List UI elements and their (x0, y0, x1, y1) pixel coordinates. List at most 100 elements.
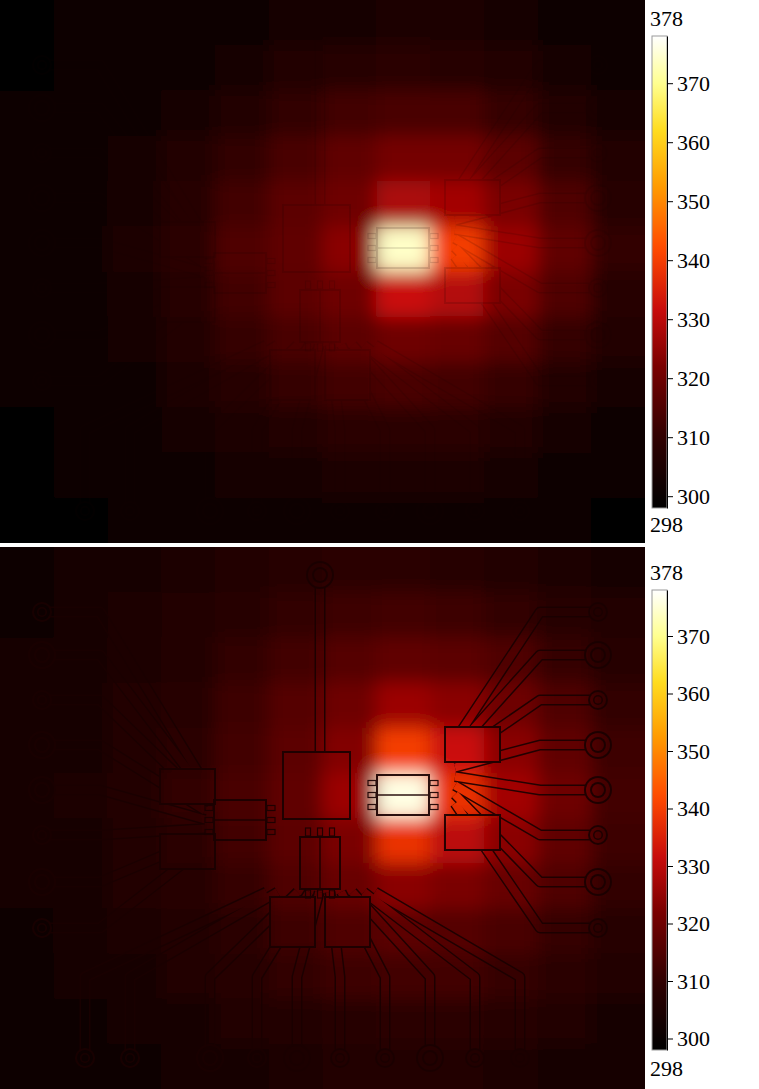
pcb-layout (0, 0, 645, 543)
chip-lead (330, 890, 335, 898)
colorbar-tick-mark (667, 866, 673, 867)
colorbar-tick-mark (667, 142, 673, 143)
colorbar-tick-label: 300 (677, 1026, 710, 1051)
colorbar-tick-mark (667, 496, 673, 497)
plot-area (0, 547, 645, 1089)
chip-body (377, 775, 429, 815)
chip-lead (306, 890, 311, 898)
colorbar-tick: 350 (667, 739, 710, 764)
pcb-traces (0, 0, 645, 543)
colorbar-tick: 340 (667, 796, 710, 821)
chip-lead (368, 246, 376, 251)
chip-lead (430, 805, 438, 810)
colorbar-tick-mark (667, 981, 673, 982)
chip-lead (330, 828, 335, 836)
colorbar-tick: 370 (667, 624, 710, 649)
colorbar-tick-label: 320 (677, 366, 710, 391)
colorbar-tick-mark (667, 83, 673, 84)
chip-lead (318, 343, 323, 351)
colorbar-tick: 330 (667, 307, 710, 332)
chip-lead (430, 781, 438, 786)
chip-lead (368, 258, 376, 263)
colorbar-tick-label: 350 (677, 739, 710, 764)
colorbar-tick: 310 (667, 425, 710, 450)
colorbar-tick-label: 340 (677, 796, 710, 821)
colorbar-tick-label: 360 (677, 130, 710, 155)
colorbar-tick-label: 320 (677, 911, 710, 936)
chip-lead (318, 281, 323, 289)
colorbar-min-label: 298 (650, 512, 683, 537)
chip-lead (318, 828, 323, 836)
chip-lead (205, 806, 213, 811)
chip-lead (205, 259, 213, 264)
colorbar-tick-mark (667, 809, 673, 810)
colorbar-max-label: 378 (650, 560, 683, 585)
colorbar-tick-mark (667, 378, 673, 379)
colorbar-tick-label: 330 (677, 307, 710, 332)
chip-lead (368, 234, 376, 239)
chip-lead (318, 890, 323, 898)
colorbar-tick: 360 (667, 681, 710, 706)
colorbar-tick: 300 (667, 484, 710, 509)
chip-lead (267, 818, 275, 823)
colorbar-tick: 360 (667, 130, 710, 155)
chip-divider (214, 819, 266, 821)
plot-area (0, 0, 645, 543)
colorbar-tick-label: 370 (677, 624, 710, 649)
colorbar-tick: 350 (667, 189, 710, 214)
pcb-layout (0, 547, 645, 1089)
colorbar-tick-mark (667, 751, 673, 752)
chip (368, 775, 438, 815)
chip-lead (267, 806, 275, 811)
colorbar-min-label: 298 (650, 1056, 683, 1081)
colorbar-gradient (652, 590, 667, 1050)
colorbar-tick-mark (667, 924, 673, 925)
colorbar-tick-label: 310 (677, 969, 710, 994)
chip-lead (430, 234, 438, 239)
chip (205, 253, 275, 293)
figure: 3003103203303403503603703782983003103203… (0, 0, 759, 1089)
chip-lead (205, 818, 213, 823)
chip-lead (330, 281, 335, 289)
chip-lead (368, 805, 376, 810)
colorbar-tick-mark (667, 636, 673, 637)
chip-lead (430, 258, 438, 263)
colorbar-max-label: 378 (650, 6, 683, 31)
heatmap (0, 0, 645, 543)
panel (0, 502, 691, 1089)
colorbar-tick: 370 (667, 71, 710, 96)
colorbar-tick: 320 (667, 911, 710, 936)
colorbar-tick-mark (667, 201, 673, 202)
colorbar-tick: 310 (667, 969, 710, 994)
colorbar-tick-label: 330 (677, 854, 710, 879)
colorbar-tick: 330 (667, 854, 710, 879)
chip-body (214, 800, 266, 840)
chip-lead (267, 271, 275, 276)
chip (205, 800, 275, 840)
chip-lead (205, 830, 213, 835)
pcb-traces (0, 547, 645, 1089)
chip-lead (306, 281, 311, 289)
chip-lead (306, 828, 311, 836)
chip-body (300, 837, 340, 889)
chip-divider (377, 247, 429, 249)
chip (300, 828, 340, 898)
colorbar-tick-label: 370 (677, 71, 710, 96)
chip-lead (205, 271, 213, 276)
panel (0, 0, 691, 589)
colorbar-tick-mark (667, 319, 673, 320)
chip-divider (319, 290, 321, 342)
heatmap (0, 547, 645, 1089)
chip-lead (330, 343, 335, 351)
colorbar: 300 310 320 330 340 350 360 370 378 298 (650, 560, 710, 1081)
chip-body (377, 228, 429, 268)
chip (368, 228, 438, 268)
chip (300, 281, 340, 351)
chip-lead (368, 793, 376, 798)
colorbar-tick-mark (667, 260, 673, 261)
colorbar-tick-label: 310 (677, 425, 710, 450)
chip-divider (214, 272, 266, 274)
colorbar-tick-label: 360 (677, 681, 710, 706)
chip-lead (430, 793, 438, 798)
chip-lead (267, 283, 275, 288)
